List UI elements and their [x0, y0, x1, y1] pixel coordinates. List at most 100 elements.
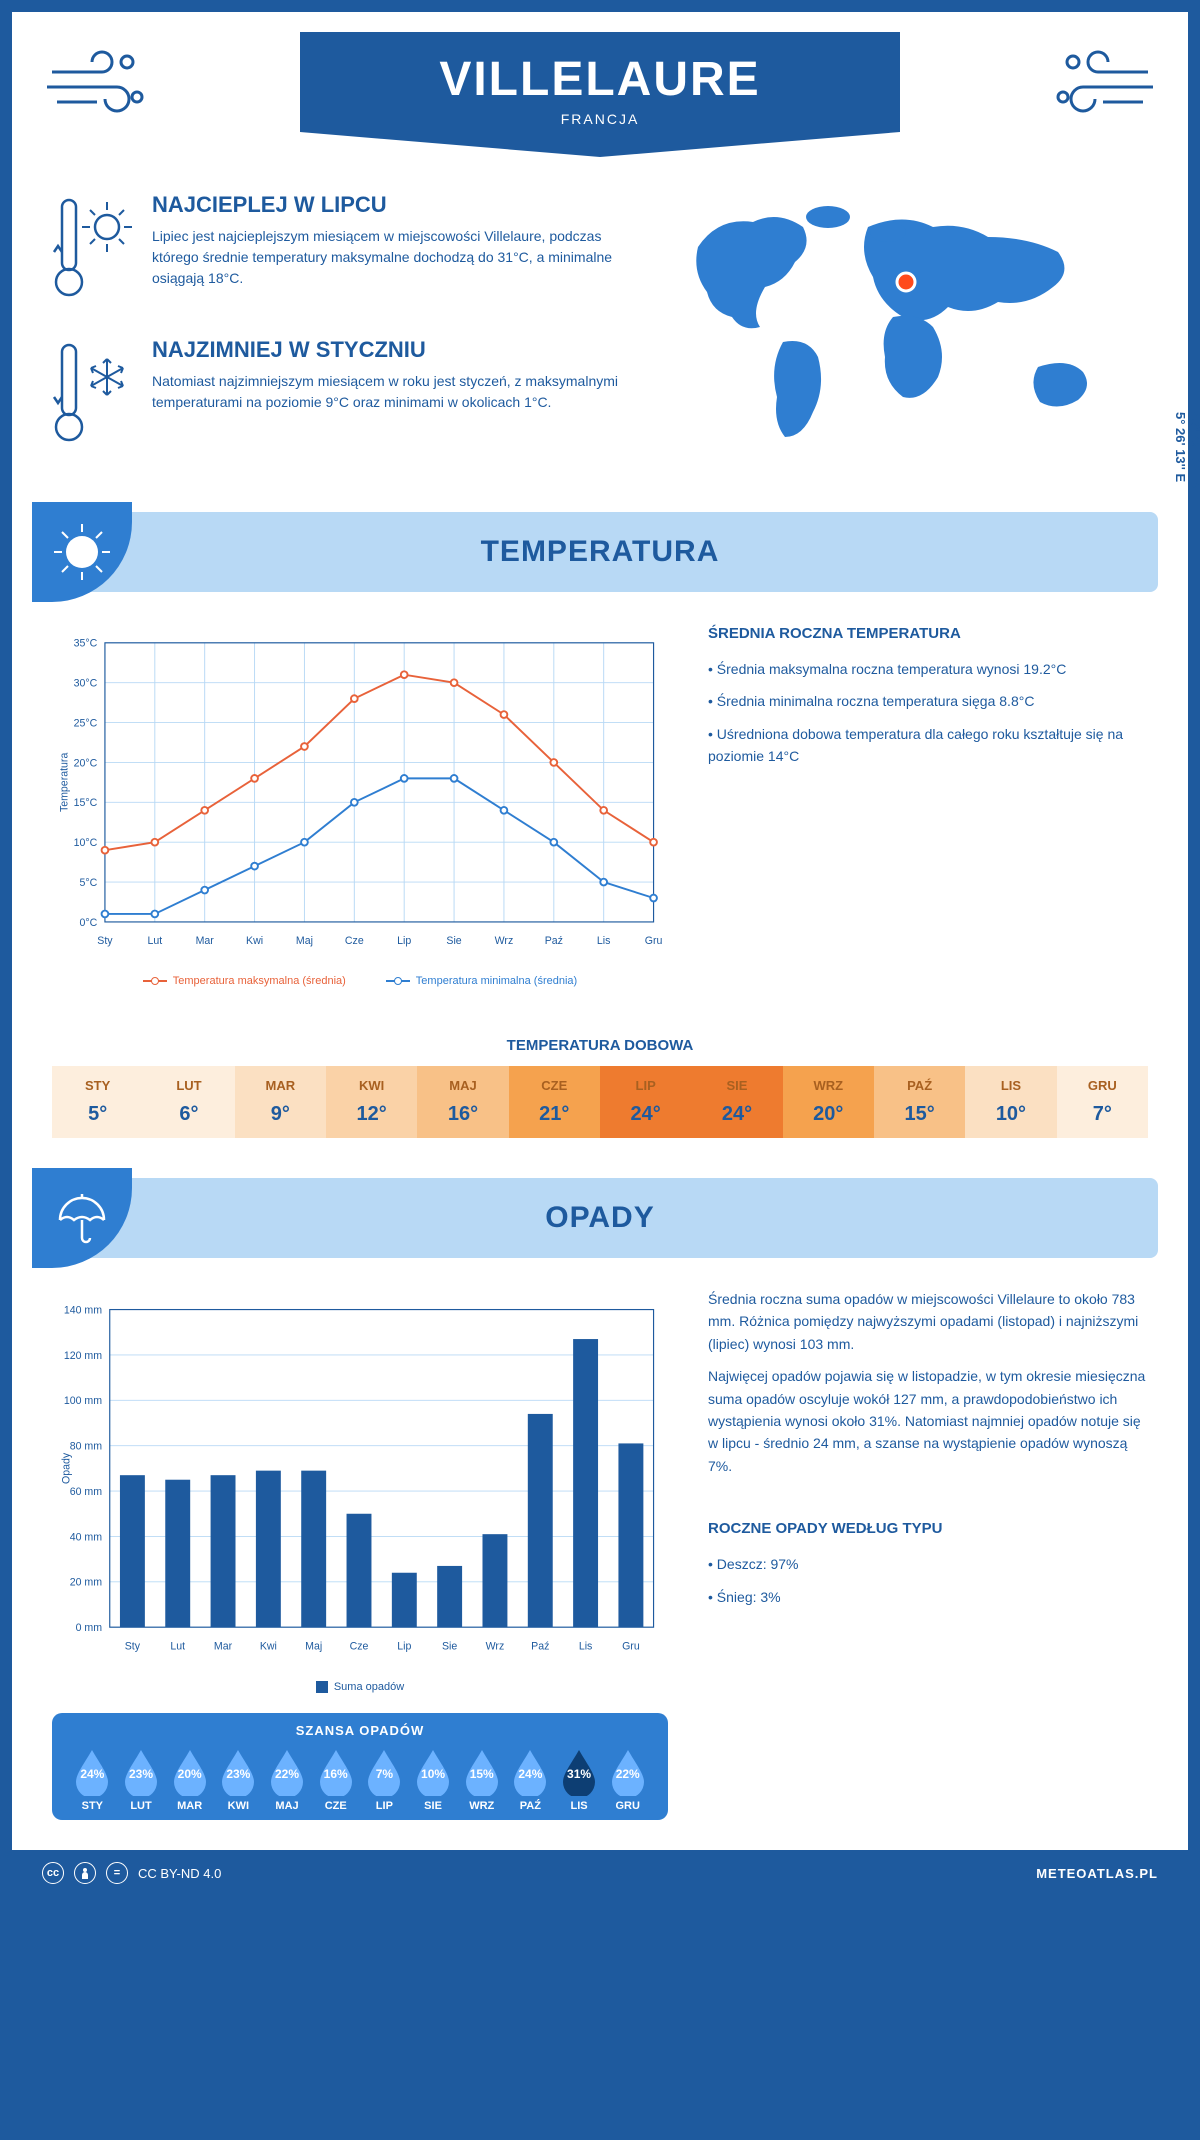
umbrella-icon	[32, 1168, 132, 1268]
raindrop-icon: 31%	[559, 1748, 599, 1796]
chance-title: SZANSA OPADÓW	[68, 1723, 652, 1738]
svg-text:30°C: 30°C	[74, 678, 98, 690]
raindrop-icon: 20%	[170, 1748, 210, 1796]
country-subtitle: FRANCJA	[300, 111, 900, 127]
temp-cell: LUT 6°	[143, 1066, 234, 1138]
chance-cell: 24% PAŹ	[506, 1748, 555, 1812]
sun-icon	[32, 502, 132, 602]
opady-type-b1: • Deszcz: 97%	[708, 1553, 1148, 1575]
svg-text:Paź: Paź	[531, 1640, 549, 1652]
svg-text:80 mm: 80 mm	[70, 1441, 103, 1453]
svg-text:Wrz: Wrz	[486, 1640, 505, 1652]
location-marker	[897, 273, 915, 291]
precipitation-summary: Średnia roczna suma opadów w miejscowośc…	[708, 1288, 1148, 1820]
coldest-block: NAJZIMNIEJ W STYCZNIU Natomiast najzimni…	[52, 337, 628, 452]
opady-legend: Suma opadów	[52, 1681, 668, 1693]
daily-temperature-table: STY5°LUT6°MAR9°KWI12°MAJ16°CZE21°LIP24°S…	[52, 1066, 1148, 1138]
nd-icon: =	[106, 1862, 128, 1884]
svg-text:120 mm: 120 mm	[64, 1350, 102, 1362]
temp-cell-value: 20°	[783, 1103, 874, 1126]
temp-cell: KWI12°	[326, 1066, 417, 1138]
svg-text:Gru: Gru	[622, 1640, 640, 1652]
wind-icon	[42, 42, 162, 127]
chance-month: SIE	[409, 1800, 458, 1812]
section-header-opady: OPADY	[42, 1178, 1158, 1258]
temp-cell: PAŹ15°	[874, 1066, 965, 1138]
svg-text:10°C: 10°C	[74, 837, 98, 849]
cc-icon: cc	[42, 1862, 64, 1884]
dobowa-title: TEMPERATURA DOBOWA	[12, 1037, 1188, 1054]
temp-cell-month: LUT	[143, 1078, 234, 1093]
raindrop-icon: 7%	[364, 1748, 404, 1796]
svg-text:0°C: 0°C	[79, 917, 97, 929]
chance-value: 22%	[275, 1767, 299, 1781]
temp-cell-value: 6°	[143, 1103, 234, 1126]
coldest-text: Natomiast najzimniejszym miesiącem w rok…	[152, 371, 628, 413]
raindrop-icon: 24%	[510, 1748, 550, 1796]
temp-cell-value: 10°	[965, 1103, 1056, 1126]
temperature-summary: ŚREDNIA ROCZNA TEMPERATURA • Średnia mak…	[708, 622, 1148, 987]
header: VILLELAURE FRANCJA	[12, 12, 1188, 192]
svg-text:Lip: Lip	[397, 935, 411, 947]
chance-cell: 7% LIP	[360, 1748, 409, 1812]
temp-cell: MAJ16°	[417, 1066, 508, 1138]
chance-value: 23%	[129, 1767, 153, 1781]
temp-cell-value: 24°	[600, 1103, 691, 1126]
svg-text:Lut: Lut	[170, 1640, 185, 1652]
temp-cell-month: MAR	[235, 1078, 326, 1093]
coldest-title: NAJZIMNIEJ W STYCZNIU	[152, 337, 628, 363]
svg-text:20 mm: 20 mm	[70, 1577, 103, 1589]
temp-cell-value: 21°	[509, 1103, 600, 1126]
temp-cell-value: 15°	[874, 1103, 965, 1126]
chance-cell: 15% WRZ	[457, 1748, 506, 1812]
temp-summary-b2: • Średnia minimalna roczna temperatura s…	[708, 690, 1148, 712]
chance-cell: 22% MAJ	[263, 1748, 312, 1812]
chance-value: 7%	[376, 1767, 393, 1781]
temp-cell-month: LIP	[600, 1078, 691, 1093]
temp-cell-value: 5°	[52, 1103, 143, 1126]
world-map	[668, 192, 1148, 452]
thermometer-cold-icon	[52, 337, 132, 452]
svg-text:140 mm: 140 mm	[64, 1304, 102, 1316]
svg-text:25°C: 25°C	[74, 717, 98, 729]
svg-text:Lis: Lis	[579, 1640, 593, 1652]
header-banner: VILLELAURE FRANCJA	[300, 32, 900, 157]
chance-cell: 20% MAR	[165, 1748, 214, 1812]
precipitation-bar-chart: 0 mm20 mm40 mm60 mm80 mm100 mm120 mm140 …	[52, 1288, 668, 1668]
raindrop-icon: 23%	[121, 1748, 161, 1796]
temp-cell: MAR 9°	[235, 1066, 326, 1138]
temp-cell-value: 7°	[1057, 1103, 1148, 1126]
temp-cell-value: 9°	[235, 1103, 326, 1126]
svg-text:Sie: Sie	[446, 935, 461, 947]
svg-text:Cze: Cze	[345, 935, 364, 947]
opady-p2: Najwięcej opadów pojawia się w listopadz…	[708, 1365, 1148, 1477]
chance-value: 10%	[421, 1767, 445, 1781]
svg-text:Sie: Sie	[442, 1640, 457, 1652]
precipitation-row: 0 mm20 mm40 mm60 mm80 mm100 mm120 mm140 …	[12, 1288, 1188, 1850]
temp-legend: Temperatura maksymalna (średnia) Tempera…	[52, 975, 668, 987]
svg-text:Lip: Lip	[397, 1640, 411, 1652]
chance-cell: 10% SIE	[409, 1748, 458, 1812]
svg-text:Maj: Maj	[296, 935, 313, 947]
chance-value: 23%	[226, 1767, 250, 1781]
raindrop-icon: 23%	[218, 1748, 258, 1796]
info-section: 43° 42' 32'' N — 5° 26' 13'' E NAJCIEPLE…	[12, 192, 1188, 512]
precipitation-chance-box: SZANSA OPADÓW 24% STY 23% LUT 20% MAR 23…	[52, 1713, 668, 1820]
temp-cell-month: CZE	[509, 1078, 600, 1093]
temperature-line-chart: 0°C5°C10°C15°C20°C25°C30°C35°CStyLutMarK…	[52, 622, 668, 962]
warmest-text: Lipiec jest najcieplejszym miesiącem w m…	[152, 226, 628, 289]
temp-cell-month: MAJ	[417, 1078, 508, 1093]
temp-summary-b1: • Średnia maksymalna roczna temperatura …	[708, 658, 1148, 680]
coordinates: 43° 42' 32'' N — 5° 26' 13'' E	[1173, 412, 1200, 512]
opady-p1: Średnia roczna suma opadów w miejscowośc…	[708, 1288, 1148, 1355]
svg-text:Mar: Mar	[214, 1640, 233, 1652]
legend-max: Temperatura maksymalna (średnia)	[173, 975, 346, 987]
license-text: CC BY-ND 4.0	[138, 1866, 221, 1881]
svg-text:15°C: 15°C	[74, 797, 98, 809]
chance-month: KWI	[214, 1800, 263, 1812]
raindrop-icon: 10%	[413, 1748, 453, 1796]
svg-text:Temperatura: Temperatura	[58, 753, 70, 812]
temp-cell: LIP 24°	[600, 1066, 691, 1138]
chance-month: LIP	[360, 1800, 409, 1812]
by-icon	[74, 1862, 96, 1884]
